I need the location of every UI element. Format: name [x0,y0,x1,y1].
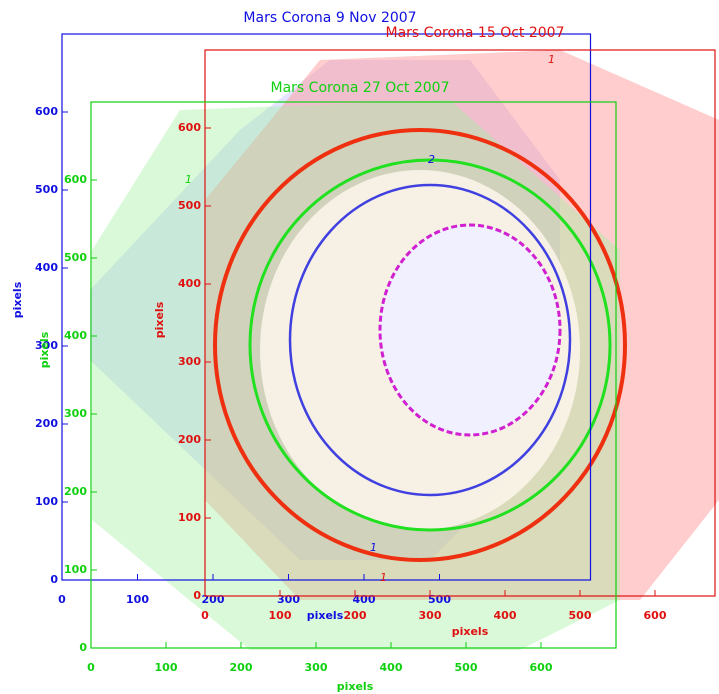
y-tick-label: 300 [178,355,201,368]
x-tick-label: 400 [353,593,376,606]
y-axis-label: pixels [38,331,51,368]
y-tick-label: 500 [178,199,201,212]
x-tick-label: 600 [644,609,667,622]
y-axis-label: pixels [11,281,24,318]
x-tick-label: 500 [569,609,592,622]
x-tick-label: 400 [380,661,403,674]
x-tick-label: 100 [269,609,292,622]
y-tick-label: 100 [64,563,87,576]
y-tick-label: 0 [193,589,201,602]
chart-title: Mars Corona 15 Oct 2007 [386,25,565,41]
contour-label: 1 [380,571,387,584]
x-tick-label: 300 [305,661,328,674]
x-tick-label: 400 [494,609,517,622]
contour-label: 1 [185,173,192,186]
y-tick-label: 100 [35,495,58,508]
x-axis-label: pixels [307,609,344,622]
disk [380,225,560,435]
y-tick-label: 600 [64,173,87,186]
x-tick-label: 0 [58,593,66,606]
x-tick-label: 100 [126,593,149,606]
image-layer [90,50,719,650]
y-tick-label: 500 [35,183,58,196]
y-tick-label: 600 [35,105,58,118]
y-axis-label: pixels [153,301,166,338]
y-tick-label: 500 [64,251,87,264]
contour-label: 1 [370,541,377,554]
y-tick-label: 400 [178,277,201,290]
x-axis-label: pixels [452,625,489,638]
y-tick-label: 200 [178,433,201,446]
chart-title: Mars Corona 9 Nov 2007 [243,10,416,26]
y-tick-label: 200 [35,417,58,430]
x-tick-label: 0 [201,609,209,622]
y-tick-label: 100 [178,511,201,524]
chart: Mars Corona 9 Nov 2007pixelspixels010020… [0,0,719,694]
y-tick-label: 300 [64,407,87,420]
contour-label: 2 [428,153,435,166]
x-tick-label: 500 [455,661,478,674]
x-tick-label: 500 [428,593,451,606]
chart-title: Mars Corona 27 Oct 2007 [271,80,450,96]
x-tick-label: 200 [344,609,367,622]
y-tick-label: 400 [64,329,87,342]
x-axis-label: pixels [337,680,374,693]
y-tick-label: 200 [64,485,87,498]
x-tick-label: 100 [155,661,178,674]
x-tick-label: 600 [530,661,553,674]
x-tick-label: 300 [277,593,300,606]
x-tick-label: 300 [419,609,442,622]
y-tick-label: 600 [178,121,201,134]
contour-label: 1 [548,53,555,66]
y-tick-label: 0 [50,573,58,586]
x-tick-label: 200 [230,661,253,674]
y-tick-label: 0 [79,641,87,654]
x-tick-label: 0 [87,661,95,674]
y-tick-label: 400 [35,261,58,274]
